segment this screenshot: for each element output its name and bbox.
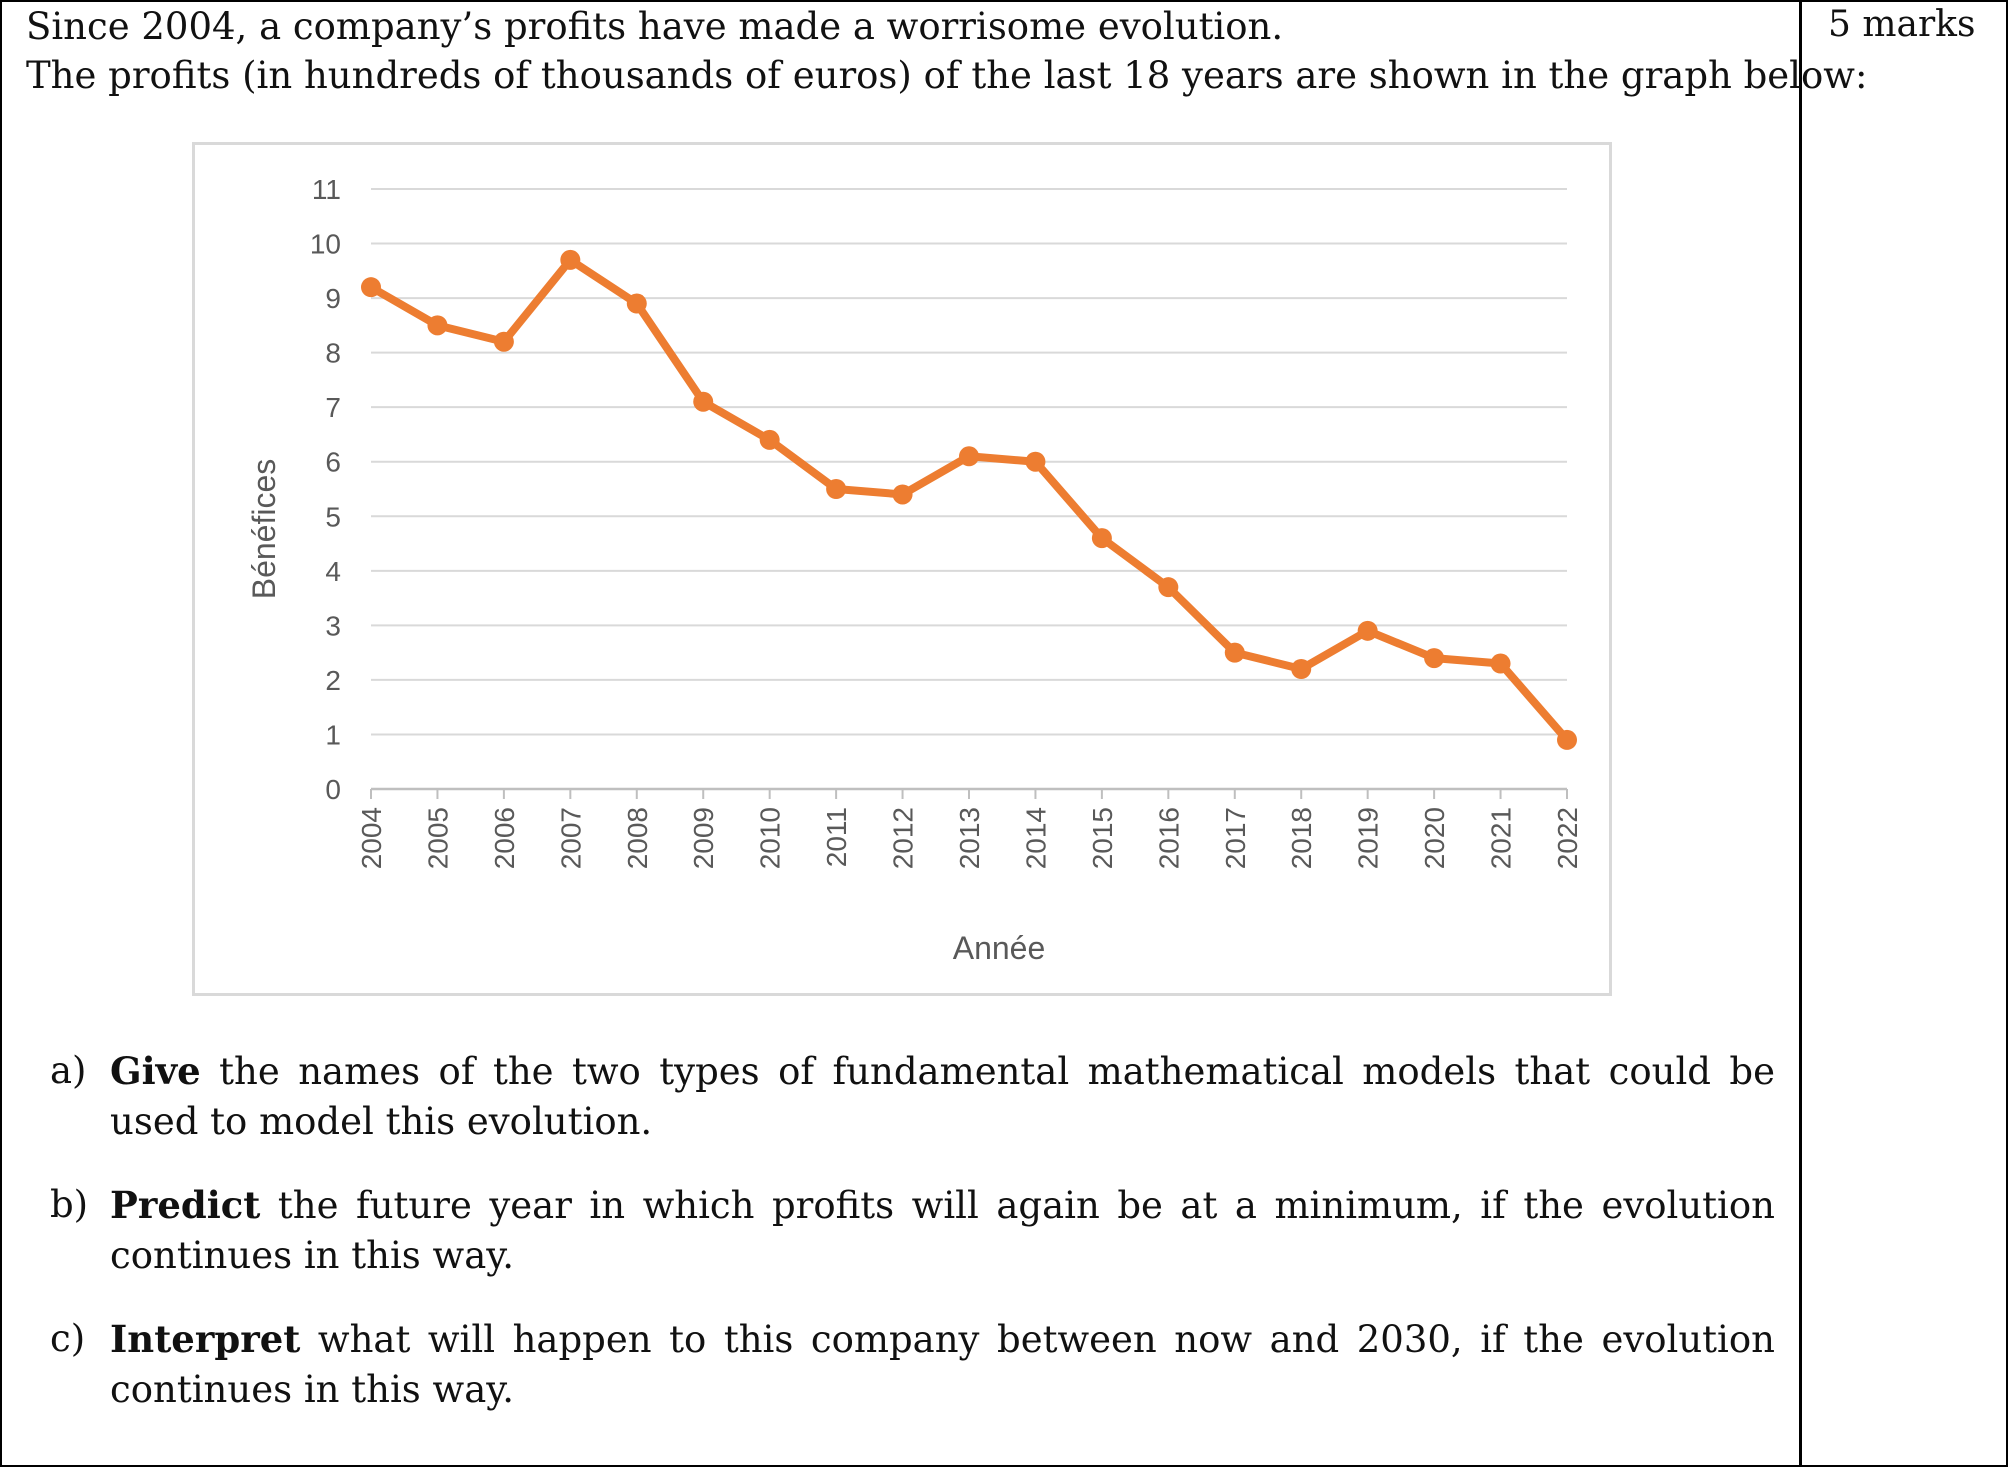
x-tick-label: 2014: [1020, 807, 1051, 869]
data-point: [1291, 659, 1312, 679]
x-tick-label: 2005: [422, 807, 453, 869]
y-tick-label: 6: [325, 447, 341, 478]
x-tick-label: 2011: [821, 807, 852, 867]
data-point: [693, 391, 714, 412]
y-tick-label: 11: [312, 174, 341, 205]
data-point: [1557, 729, 1577, 750]
data-point: [1424, 648, 1445, 669]
data-point: [427, 315, 448, 336]
y-tick-label: 10: [310, 229, 341, 260]
x-tick-label: 2004: [356, 807, 387, 869]
question-a-verb: Give: [110, 1049, 201, 1093]
y-tick-label: 4: [325, 556, 341, 587]
y-axis-title: Bénéfices: [246, 459, 282, 600]
column-divider: [1799, 0, 1802, 1467]
data-point: [1357, 620, 1378, 641]
data-point: [759, 429, 780, 450]
question-b-label: b): [50, 1183, 89, 1226]
x-tick-label: 2007: [555, 807, 586, 869]
y-tick-label: 2: [325, 665, 341, 696]
x-tick-label: 2016: [1153, 807, 1184, 869]
x-tick-label: 2017: [1220, 807, 1251, 869]
y-tick-label: 5: [325, 501, 341, 532]
y-tick-label: 7: [325, 392, 341, 423]
intro-line-2: The profits (in hundreds of thousands of…: [26, 54, 1868, 97]
x-tick-label: 2019: [1353, 807, 1384, 869]
chart-svg: 0 1 2 3 4 5 6 7 8 9 10 11 2004 2005 2006 2007 2008 2009 20…: [246, 174, 1583, 966]
y-tick-label: 3: [325, 610, 341, 641]
x-tick-label: 2006: [489, 807, 520, 869]
x-tick-label: 2015: [1087, 807, 1118, 869]
question-b: b) Predict the future year in which prof…: [50, 1180, 1775, 1281]
data-point: [892, 484, 913, 505]
data-point: [826, 479, 847, 499]
data-point: [1091, 528, 1112, 549]
x-tick-label: 2012: [888, 807, 919, 869]
question-b-verb: Predict: [110, 1183, 261, 1227]
question-c-verb: Interpret: [110, 1317, 301, 1361]
question-a-label: a): [50, 1049, 87, 1092]
intro-line-1: Since 2004, a company’s profits have mad…: [26, 5, 1284, 48]
data-point: [1490, 653, 1511, 674]
data-point: [959, 446, 979, 467]
y-tick-label: 8: [325, 338, 341, 369]
y-tick-label: 9: [325, 283, 341, 314]
x-tick-label: 2009: [688, 807, 719, 869]
data-point: [1158, 577, 1179, 598]
question-c: c) Interpret what will happen to this co…: [50, 1314, 1775, 1415]
question-b-text: the future year in which profits will ag…: [110, 1184, 1775, 1277]
x-axis-title: Année: [953, 930, 1046, 966]
profit-chart: 0 1 2 3 4 5 6 7 8 9 10 11 2004 2005 2006 2007 2008 2009 20…: [192, 142, 1612, 996]
y-tick-label: 1: [325, 719, 341, 750]
data-point: [626, 293, 647, 314]
question-c-label: c): [50, 1317, 86, 1360]
data-point: [361, 277, 381, 298]
y-tick-label: 0: [325, 774, 341, 805]
question-a-text: the names of the two types of fundamenta…: [110, 1050, 1776, 1143]
x-tick-label: 2008: [622, 807, 653, 869]
x-tick-label: 2022: [1552, 807, 1583, 869]
data-point: [560, 249, 581, 270]
series-line-profits: [367, 255, 1571, 744]
x-tick-label: 2021: [1486, 807, 1517, 869]
data-point: [493, 331, 514, 352]
data-point: [1224, 642, 1245, 663]
data-point: [1025, 451, 1046, 472]
question-a: a) Give the names of the two types of fu…: [50, 1046, 1775, 1147]
question-list: a) Give the names of the two types of fu…: [50, 1046, 1775, 1448]
question-c-text: what will happen to this company between…: [110, 1318, 1775, 1411]
x-tick-label: 2010: [755, 807, 786, 869]
x-tick-label: 2018: [1286, 807, 1317, 869]
marks-label: 5 marks: [1828, 4, 1976, 45]
x-tick-label: 2020: [1419, 807, 1450, 869]
question-intro: Since 2004, a company’s profits have mad…: [26, 2, 1868, 100]
x-tick-label: 2013: [954, 807, 985, 869]
